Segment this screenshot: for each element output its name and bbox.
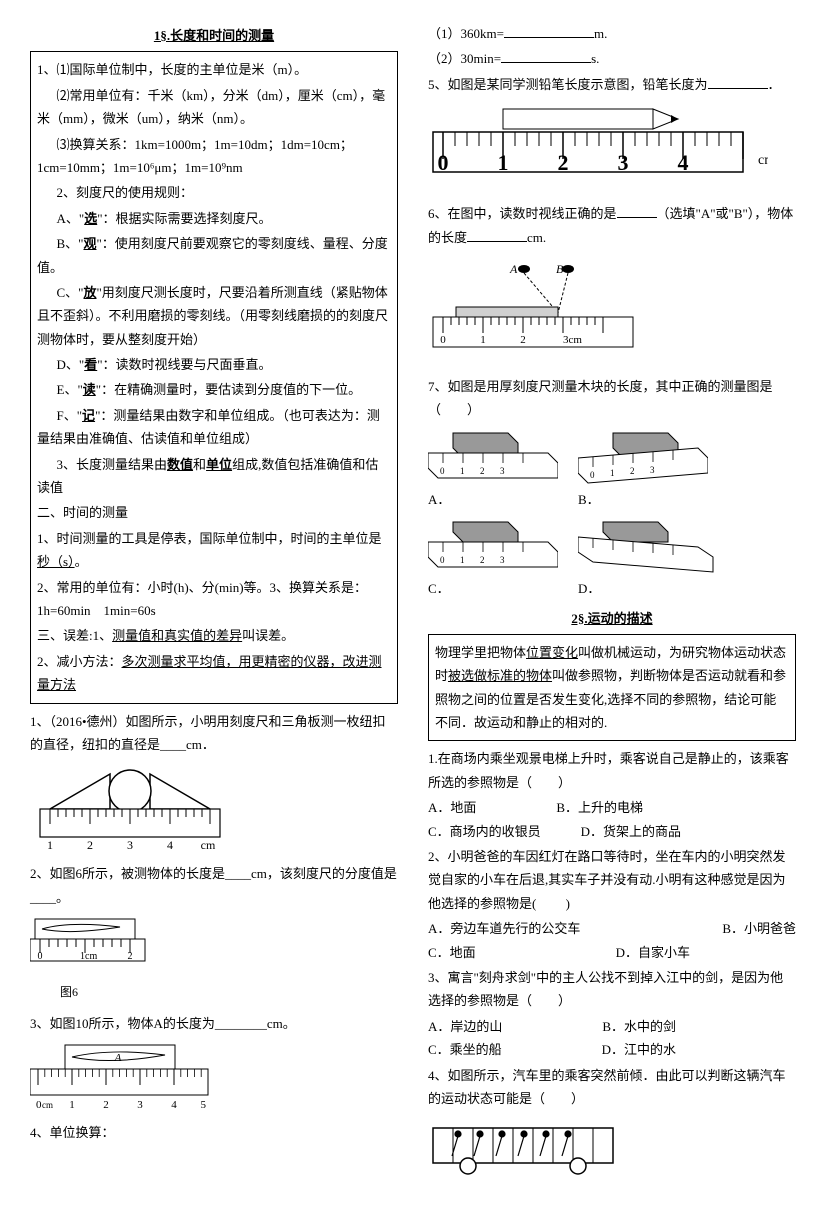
q7-options-row1: 0123 A． 0123 B．: [428, 428, 796, 511]
option-c-figure: 0123 C．: [428, 517, 558, 600]
question-6: 6、在图中，读数时视线正确的是（选填"A"或"B"），物体的长度cm.: [428, 202, 796, 249]
svg-text:1: 1: [460, 555, 465, 565]
notes-box-2: 物理学里把物体位置变化叫做机械运动，为研究物体运动状态时被选做标准的物体叫做参照…: [428, 634, 796, 742]
note-line: 三、误差:1、测量值和真实值的差异叫误差。: [37, 624, 391, 647]
question-r4: 4、如图所示，汽车里的乘客突然前倾．由此可以判断这辆汽车的运动状态可能是（ ）: [428, 1064, 796, 1111]
svg-text:A: A: [114, 1052, 122, 1064]
note-line: 1、⑴国际单位制中，长度的主单位是米（m）。: [37, 58, 391, 81]
question-r2: 2、小明爸爸的车因红灯在路口等待时，坐在车内的小明突然发觉自家的小车在后退,其实…: [428, 845, 796, 915]
question-4: 4、单位换算：: [30, 1121, 398, 1144]
question-r1: 1.在商场内乘坐观景电梯上升时，乘客说自己是静止的，该乘客所选的参照物是（ ）: [428, 747, 796, 794]
svg-text:2: 2: [520, 334, 526, 346]
svg-text:1cm: 1cm: [80, 951, 97, 962]
figure-6-label: 图6: [60, 982, 398, 1004]
question-3: 3、如图10所示，物体A的长度为________cm。: [30, 1012, 398, 1035]
svg-text:3: 3: [650, 465, 655, 475]
note-line: ⑶换算关系：1km=1000m；1m=10dm；1dm=10cm；1cm=10m…: [37, 133, 391, 180]
svg-text:3: 3: [127, 838, 133, 852]
note-line: A、"选"：根据实际需要选择刻度尺。: [37, 207, 391, 230]
svg-text:4: 4: [167, 838, 173, 852]
svg-text:0: 0: [440, 466, 445, 476]
option-a-figure: 0123 A．: [428, 428, 558, 511]
figure-6: 0 1cm 2 图6: [30, 917, 398, 1004]
note-line: 物理学里把物体位置变化叫做机械运动，为研究物体运动状态时被选做标准的物体叫做参照…: [435, 641, 789, 735]
note-line: 2、常用的单位有：小时(h)、分(min)等。3、换算关系是：1h=60min …: [37, 576, 391, 623]
r1-options: A．地面 B．上升的电梯: [428, 796, 796, 819]
svg-text:1: 1: [610, 468, 615, 478]
svg-text:2: 2: [480, 555, 485, 565]
svg-text:0: 0: [590, 470, 595, 480]
question-5: 5、如图是某同学测铅笔长度示意图，铅笔长度为．: [428, 73, 796, 96]
question-2: 2、如图6所示，被测物体的长度是____cm，该刻度尺的分度值是____。: [30, 862, 398, 909]
svg-text:2: 2: [630, 466, 635, 476]
figure-pencil-ruler: 0 1 2 3 4 cm: [428, 104, 796, 194]
r3-options-2: C．乘坐的船 D．江中的水: [428, 1038, 796, 1061]
svg-text:0: 0: [38, 951, 43, 962]
note-line: B、"观"：使用刻度尺前要观察它的零刻度线、量程、分度值。: [37, 232, 391, 279]
option-d-figure: D．: [578, 517, 718, 600]
question-r3: 3、寓言"刻舟求剑"中的主人公找不到掉入江中的剑，是因为他选择的参照物是（ ）: [428, 966, 796, 1013]
figure-ruler-a: A 0cm 1 2 3 4 5: [30, 1043, 398, 1113]
option-b-figure: 0123 B．: [578, 428, 708, 511]
q4-sub1: （1）360km=m.: [428, 22, 796, 45]
svg-text:A: A: [509, 262, 518, 276]
figure-button-ruler: 1 2 3 4 cm: [30, 764, 398, 854]
svg-text:2: 2: [103, 1099, 109, 1111]
svg-text:5: 5: [201, 1099, 207, 1111]
section-2-title: 2§.运动的描述: [428, 607, 796, 630]
section-1-title: 1§.长度和时间的测量: [30, 24, 398, 47]
svg-text:1: 1: [460, 466, 465, 476]
svg-text:1: 1: [47, 838, 53, 852]
svg-text:2: 2: [558, 150, 569, 175]
note-line: 1、时间测量的工具是停表，国际单位制中，时间的主单位是秒（s）。: [37, 527, 391, 574]
svg-text:3: 3: [500, 466, 505, 476]
r2-options: A．旁边车道先行的公交车 B．小明爸爸: [428, 917, 796, 940]
figure-sight-line: A B 0 1 2 3cm: [428, 257, 796, 367]
figure-bus: [428, 1118, 796, 1178]
note-line: ⑵常用单位有：千米（km），分米（dm），厘米（cm），毫米（mm），微米（um…: [37, 84, 391, 131]
question-1: 1、（2016•德州）如图所示，小明用刻度尺和三角板测一枚纽扣的直径，纽扣的直径…: [30, 710, 398, 757]
svg-text:4: 4: [678, 150, 689, 175]
question-7: 7、如图是用厚刻度尺测量木块的长度，其中正确的测量图是（ ）: [428, 375, 796, 422]
note-line: 二、时间的测量: [37, 501, 391, 524]
note-line: 2、刻度尺的使用规则：: [37, 181, 391, 204]
svg-text:2: 2: [128, 951, 133, 962]
svg-text:cm: cm: [758, 153, 768, 168]
svg-text:cm: cm: [42, 1100, 53, 1110]
svg-text:3cm: 3cm: [563, 334, 582, 346]
note-line: 2、减小方法：多次测量求平均值，用更精密的仪器，改进测量方法: [37, 650, 391, 697]
r1-options-2: C．商场内的收银员 D．货架上的商品: [428, 820, 796, 843]
note-line: E、"读"：在精确测量时，要估读到分度值的下一位。: [37, 378, 391, 401]
svg-text:0: 0: [440, 555, 445, 565]
q7-options-row2: 0123 C． D．: [428, 517, 796, 600]
svg-text:2: 2: [480, 466, 485, 476]
note-line: 3、长度测量结果由数值和单位组成,数值包括准确值和估读值: [37, 453, 391, 500]
svg-text:4: 4: [171, 1099, 177, 1111]
svg-text:1: 1: [498, 150, 509, 175]
svg-text:2: 2: [87, 838, 93, 852]
note-line: D、"看"：读数时视线要与尺面垂直。: [37, 353, 391, 376]
notes-box-1: 1、⑴国际单位制中，长度的主单位是米（m）。 ⑵常用单位有：千米（km），分米（…: [30, 51, 398, 703]
svg-text:1: 1: [480, 334, 486, 346]
r2-options-2: C．地面 D．自家小车: [428, 941, 796, 964]
svg-text:0: 0: [440, 334, 446, 346]
svg-text:cm: cm: [201, 838, 216, 852]
svg-text:3: 3: [500, 555, 505, 565]
r3-options: A．岸边的山 B．水中的剑: [428, 1015, 796, 1038]
q4-sub2: （2）30min=s.: [428, 47, 796, 70]
svg-text:1: 1: [69, 1099, 75, 1111]
note-line: F、"记"：测量结果由数字和单位组成。（也可表达为：测量结果由准确值、估读值和单…: [37, 404, 391, 451]
svg-text:3: 3: [618, 150, 629, 175]
svg-text:0: 0: [438, 150, 449, 175]
svg-text:3: 3: [137, 1099, 143, 1111]
note-line: C、"放"用刻度尺测长度时，尺要沿着所测直线（紧贴物体且不歪斜）。不利用磨损的零…: [37, 281, 391, 351]
